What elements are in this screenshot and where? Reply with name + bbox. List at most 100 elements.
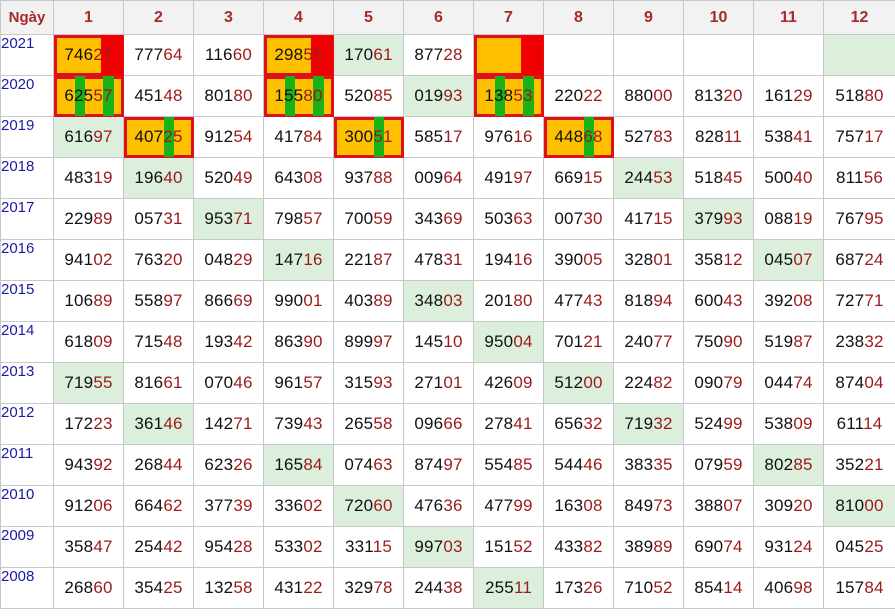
result-number: 13258 bbox=[204, 578, 253, 597]
result-cell bbox=[473, 34, 544, 76]
result-number: 16129 bbox=[764, 86, 813, 105]
result-number: 38335 bbox=[624, 455, 673, 474]
result-number: 61697 bbox=[64, 127, 113, 146]
result-number: 96157 bbox=[274, 373, 323, 392]
result-number: 71932 bbox=[624, 414, 673, 433]
result-cell: 66915 bbox=[543, 157, 614, 199]
result-cell: 31593 bbox=[333, 362, 404, 404]
year-label[interactable]: 2012 bbox=[0, 403, 54, 445]
result-number: 52783 bbox=[624, 127, 673, 146]
result-cell: 17061 bbox=[333, 34, 404, 76]
result-number: 76795 bbox=[835, 209, 884, 228]
result-cell: 81661 bbox=[123, 362, 194, 404]
year-label[interactable]: 2014 bbox=[0, 321, 54, 363]
green-marker bbox=[103, 76, 114, 116]
result-cell: 37993 bbox=[683, 198, 754, 240]
result-number: 25442 bbox=[134, 537, 183, 556]
result-number: 40389 bbox=[344, 291, 393, 310]
result-cell: 35425 bbox=[123, 567, 194, 609]
result-number: 43382 bbox=[554, 537, 603, 556]
result-number: 19640 bbox=[134, 168, 183, 187]
year-label[interactable]: 2011 bbox=[0, 444, 54, 486]
result-number: 61114 bbox=[836, 414, 883, 433]
result-cell: 26860 bbox=[53, 567, 124, 609]
result-number: 37993 bbox=[694, 209, 743, 228]
result-number: 10689 bbox=[64, 291, 113, 310]
result-number: 41715 bbox=[624, 209, 673, 228]
result-cell: 27101 bbox=[403, 362, 474, 404]
result-number: 53809 bbox=[764, 414, 813, 433]
result-number: 24077 bbox=[624, 332, 673, 351]
year-label[interactable]: 2008 bbox=[0, 567, 54, 609]
result-number: 58517 bbox=[414, 127, 463, 146]
result-number: 20180 bbox=[484, 291, 533, 310]
result-number: 79857 bbox=[274, 209, 323, 228]
result-cell: 94392 bbox=[53, 444, 124, 486]
result-number: 50040 bbox=[764, 168, 813, 187]
result-number: 75717 bbox=[835, 127, 884, 146]
result-number: 23832 bbox=[835, 332, 884, 351]
result-cell: 76320 bbox=[123, 239, 194, 281]
result-number: 34803 bbox=[414, 291, 463, 310]
result-number: 54446 bbox=[554, 455, 603, 474]
result-cell: 82811 bbox=[683, 116, 754, 158]
result-cell: 04829 bbox=[193, 239, 264, 281]
result-number: 15580 bbox=[274, 86, 323, 105]
year-label[interactable]: 2019 bbox=[0, 116, 54, 158]
result-cell: 81320 bbox=[683, 75, 754, 117]
result-cell: 87728 bbox=[403, 34, 474, 76]
result-cell: 52499 bbox=[683, 403, 754, 445]
green-marker bbox=[373, 117, 385, 157]
result-cell: 53302 bbox=[263, 526, 334, 568]
result-number: 40698 bbox=[764, 578, 813, 597]
result-number: 66462 bbox=[134, 496, 183, 515]
result-cell: 60043 bbox=[683, 280, 754, 322]
table-row: 2021 74627 77764 11660 29855 17061 87728 bbox=[0, 34, 895, 76]
result-cell: 22482 bbox=[613, 362, 684, 404]
result-cell: 85414 bbox=[683, 567, 754, 609]
result-cell: 26844 bbox=[123, 444, 194, 486]
result-cell: 52049 bbox=[193, 157, 264, 199]
result-cell: 76795 bbox=[823, 198, 895, 240]
result-cell: 32801 bbox=[613, 239, 684, 281]
result-number: 86390 bbox=[274, 332, 323, 351]
result-number: 89997 bbox=[344, 332, 393, 351]
result-number: 33115 bbox=[344, 537, 392, 556]
year-label[interactable]: 2020 bbox=[0, 75, 54, 117]
result-cell: 93788 bbox=[333, 157, 404, 199]
result-cell: 30920 bbox=[753, 485, 824, 527]
column-header: 2 bbox=[123, 0, 194, 35]
result-cell: 35221 bbox=[823, 444, 895, 486]
result-number: 38807 bbox=[694, 496, 743, 515]
year-label[interactable]: 2017 bbox=[0, 198, 54, 240]
result-cell: 33115 bbox=[333, 526, 404, 568]
result-number: 52085 bbox=[344, 86, 393, 105]
year-label[interactable]: 2013 bbox=[0, 362, 54, 404]
year-label[interactable]: 2021 bbox=[0, 34, 54, 76]
result-number: 43122 bbox=[274, 578, 323, 597]
result-cell: 87404 bbox=[823, 362, 895, 404]
header-row: Ngày 1 2 3 4 5 6 7 8 9 10 11 12 bbox=[0, 0, 895, 35]
result-cell: 43382 bbox=[543, 526, 614, 568]
year-label[interactable]: 2009 bbox=[0, 526, 54, 568]
result-number: 14510 bbox=[414, 332, 463, 351]
year-label[interactable]: 2016 bbox=[0, 239, 54, 281]
year-label[interactable]: 2018 bbox=[0, 157, 54, 199]
result-number: 11660 bbox=[204, 45, 252, 64]
result-cell: 29855 bbox=[263, 34, 334, 76]
result-cell: 17223 bbox=[53, 403, 124, 445]
column-header: 11 bbox=[753, 0, 824, 35]
result-number: 04474 bbox=[764, 373, 813, 392]
result-cell: 22022 bbox=[543, 75, 614, 117]
result-number: 51845 bbox=[694, 168, 743, 187]
result-cell: 51845 bbox=[683, 157, 754, 199]
year-label[interactable]: 2015 bbox=[0, 280, 54, 322]
result-cell: 71052 bbox=[613, 567, 684, 609]
result-cell bbox=[753, 34, 824, 76]
year-label[interactable]: 2010 bbox=[0, 485, 54, 527]
result-cell: 42609 bbox=[473, 362, 544, 404]
result-number: 86669 bbox=[204, 291, 253, 310]
result-number: 39208 bbox=[764, 291, 813, 310]
result-number: 17223 bbox=[64, 414, 113, 433]
